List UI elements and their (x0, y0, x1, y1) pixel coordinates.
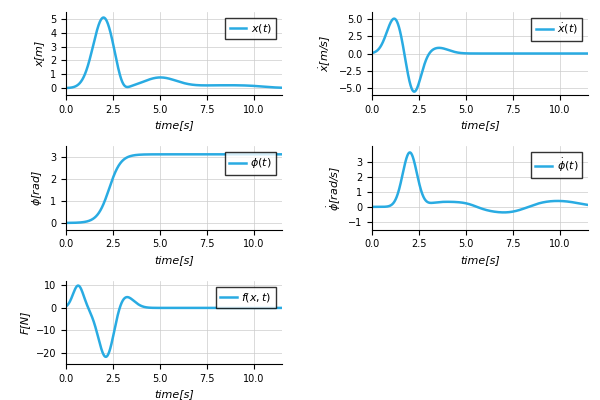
Y-axis label: $\dot{x}$[m/s]: $\dot{x}$[m/s] (318, 35, 334, 72)
X-axis label: time[s]: time[s] (460, 120, 500, 130)
Legend: $\dot{x}(t)$: $\dot{x}(t)$ (532, 18, 583, 41)
Legend: $\dot{\phi}(t)$: $\dot{\phi}(t)$ (531, 152, 583, 178)
Legend: $f(x, t)$: $f(x, t)$ (216, 286, 276, 308)
X-axis label: time[s]: time[s] (460, 255, 500, 265)
Legend: $x(t)$: $x(t)$ (225, 18, 276, 40)
Y-axis label: x[m]: x[m] (34, 40, 44, 67)
X-axis label: time[s]: time[s] (154, 255, 194, 265)
Y-axis label: $\dot{\phi}$[rad/s]: $\dot{\phi}$[rad/s] (325, 165, 343, 211)
Y-axis label: F[N]: F[N] (20, 311, 30, 334)
X-axis label: time[s]: time[s] (154, 120, 194, 130)
Legend: $\phi(t)$: $\phi(t)$ (224, 152, 276, 175)
Y-axis label: $\phi$[rad]: $\phi$[rad] (31, 170, 44, 206)
X-axis label: time[s]: time[s] (154, 389, 194, 399)
